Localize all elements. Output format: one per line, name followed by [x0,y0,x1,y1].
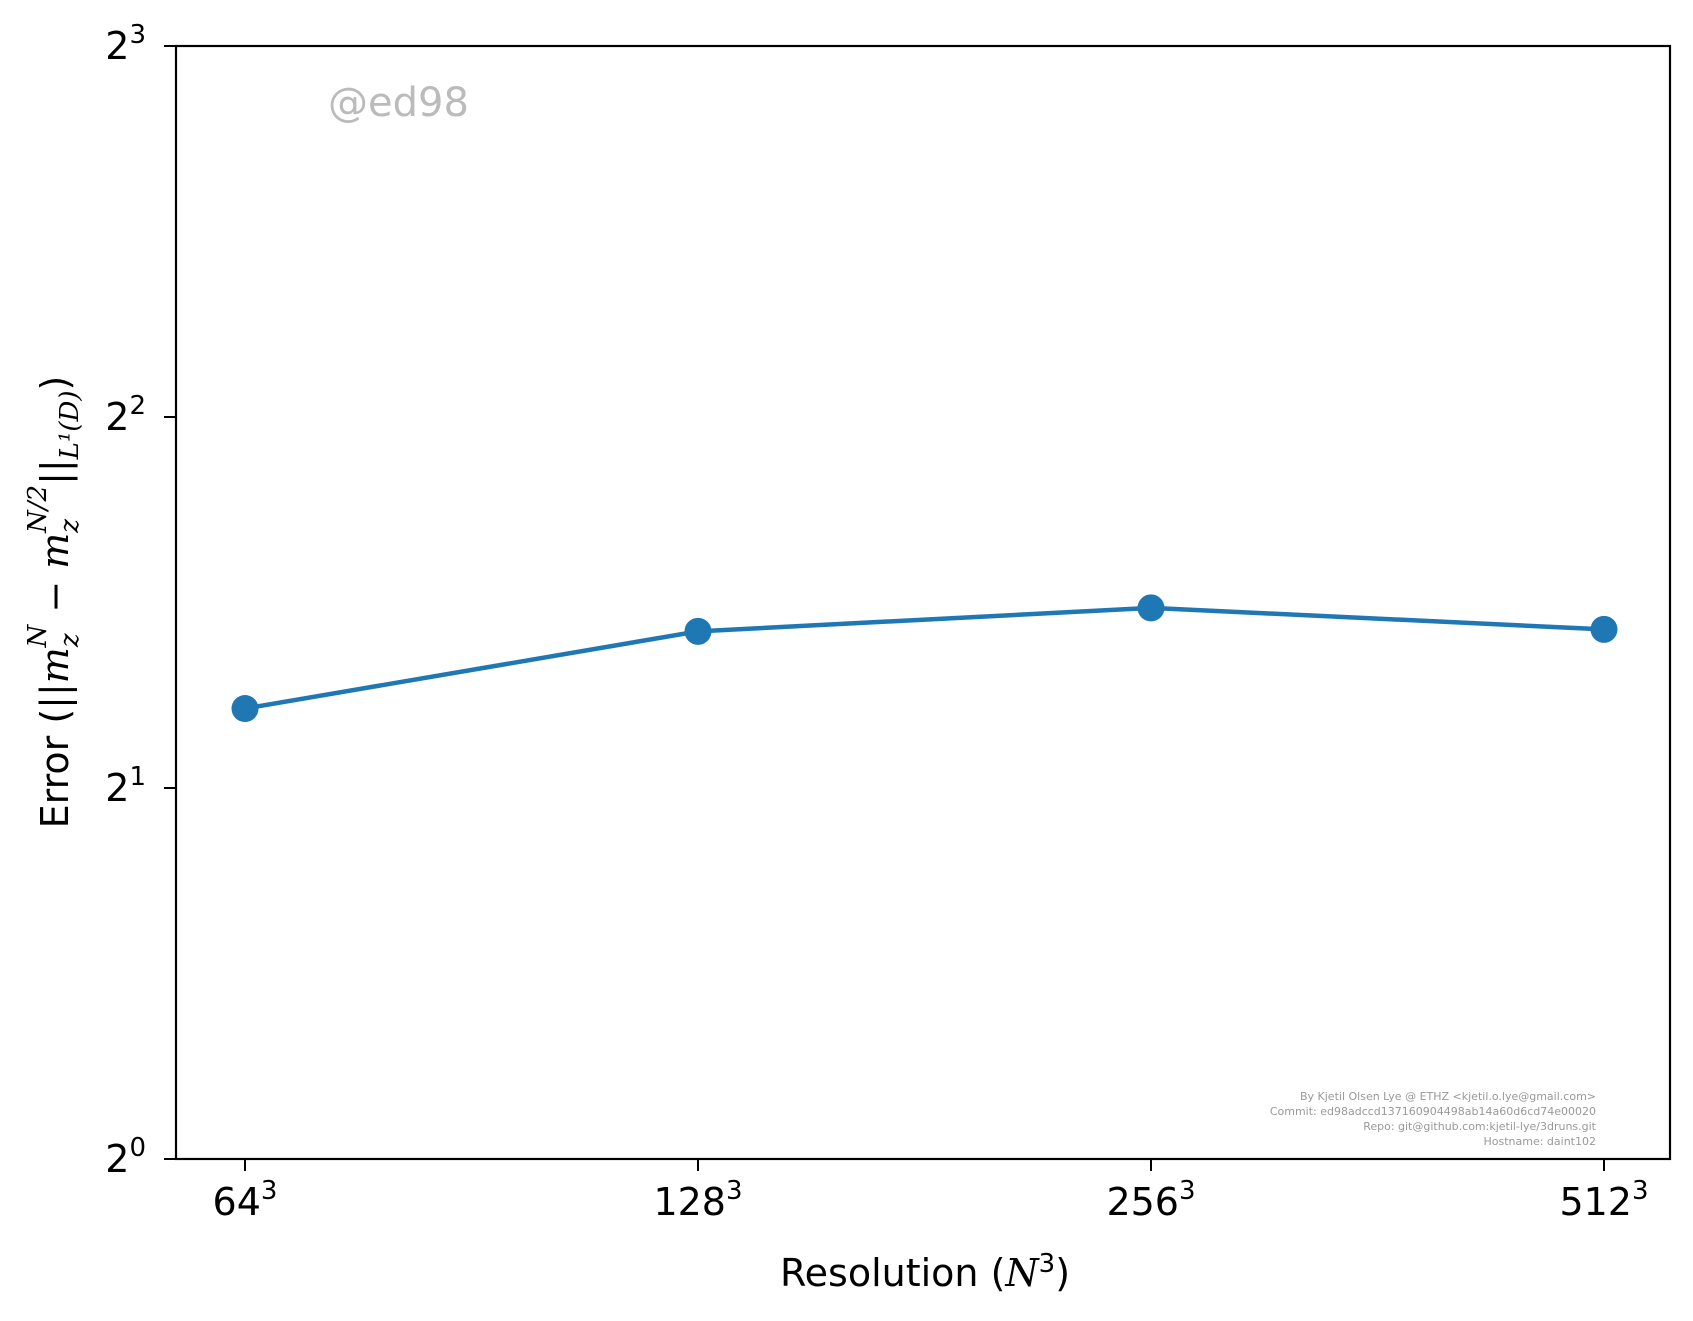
x-tick-label: 5123 [1559,1176,1648,1224]
data-point [684,617,712,645]
plot-frame [174,44,1672,1161]
x-tick-label: 643 [213,1176,278,1224]
data-point [1137,594,1165,622]
y-tick-label: 20 [105,1133,146,1181]
watermark: @ed98 [328,80,469,126]
y-tick-label: 23 [105,20,146,68]
series-line [244,605,1605,711]
y-tick-label: 22 [105,391,146,439]
x-axis-label: Resolution (N3) [780,1249,1070,1295]
plot-area [176,46,1670,1159]
data-point [231,695,259,723]
credit-line: Repo: git@github.com:kjetil-lye/3druns.g… [1363,1120,1596,1133]
x-tick-label: 2563 [1106,1176,1195,1224]
credit-line: Commit: ed98adccd137160904498ab14a60d6cd… [1270,1105,1596,1118]
credits: By Kjetil Olsen Lye @ ETHZ <kjetil.o.lye… [1270,1090,1597,1148]
y-tick-label: 21 [105,762,146,810]
x-tick-label: 1283 [653,1176,742,1224]
y-axis-label: Error (||mzN − mzN/2||L¹(D)) [23,376,85,829]
x-axis-ticks: 643 1283 2563 5123 [213,1159,1649,1224]
series-layer [231,594,1618,723]
credit-line: By Kjetil Olsen Lye @ ETHZ <kjetil.o.lye… [1300,1090,1596,1103]
credit-line: Hostname: daint102 [1483,1135,1596,1148]
y-axis-ticks: 20 21 22 23 [105,20,176,1181]
data-point [1590,615,1618,643]
